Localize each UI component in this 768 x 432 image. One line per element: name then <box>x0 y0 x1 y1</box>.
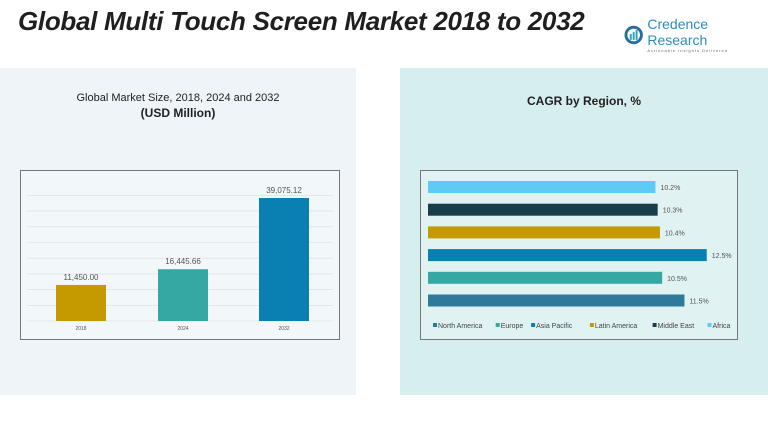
market-size-chart: 11,450.00 2018 16,445.66 2024 39,075.12 2032 <box>27 186 333 332</box>
logo-name: Credence Research <box>647 16 709 48</box>
data-label: 11,450.00 <box>64 273 100 282</box>
market-chart-subtitle: (USD Million) <box>140 106 216 120</box>
legend-label: Europe <box>501 323 524 330</box>
legend-label: Africa <box>713 323 731 330</box>
market-size-panel: Global Market Size, 2018, 2024 and 2032 … <box>0 68 356 395</box>
x-tick-label: 2032 <box>278 326 289 332</box>
cagr-panel: CAGR by Region, % 10.2% 10.3% 10.4% 12.5% 10… <box>400 68 768 395</box>
bar-2032 <box>259 197 309 321</box>
data-label: 10.4% <box>665 230 685 237</box>
page-title: Global Multi Touch Screen Market 2018 to… <box>18 6 585 36</box>
legend-swatch <box>433 323 437 327</box>
bar-africa <box>428 181 656 193</box>
data-label: 16,445.66 <box>165 257 201 266</box>
x-tick-label: 2024 <box>177 326 188 332</box>
legend-label: Latin America <box>595 323 638 330</box>
data-label: 12.5% <box>712 253 732 260</box>
bar-latin-america <box>428 226 660 239</box>
legend-label: North America <box>438 323 482 330</box>
legend-swatch <box>589 323 594 327</box>
bar-europe <box>428 271 663 284</box>
bar-2018 <box>56 284 106 321</box>
bar-asia-pacific <box>428 249 707 262</box>
logo-tagline: Actionable Insights Delivered <box>647 48 728 53</box>
bar-middle-east <box>428 203 658 216</box>
cagr-chart: 10.2% 10.3% 10.4% 12.5% 10.5% 11.5% North Amer… <box>428 181 732 330</box>
bar-2024 <box>158 269 208 321</box>
logo-icon <box>624 25 643 44</box>
logo: Credence Research Actionable Insights De… <box>624 16 768 53</box>
market-chart-title: Global Market Size, 2018, 2024 and 2032 <box>76 92 280 104</box>
data-label: 10.3% <box>663 208 683 215</box>
data-label: 10.5% <box>667 276 687 283</box>
legend-swatch <box>652 323 657 327</box>
x-tick-label: 2018 <box>75 326 86 332</box>
legend-label: Middle East <box>658 323 695 330</box>
data-label: 10.2% <box>660 185 680 192</box>
legend-swatch <box>495 323 500 327</box>
data-label: 39,075.12 <box>266 186 302 195</box>
cagr-chart-title: CAGR by Region, % <box>526 94 641 108</box>
legend-label: Asia Pacific <box>536 323 573 330</box>
bar-north-america <box>428 294 685 307</box>
data-label: 11.5% <box>689 299 708 306</box>
legend-swatch <box>707 323 712 327</box>
legend-swatch <box>531 323 536 327</box>
